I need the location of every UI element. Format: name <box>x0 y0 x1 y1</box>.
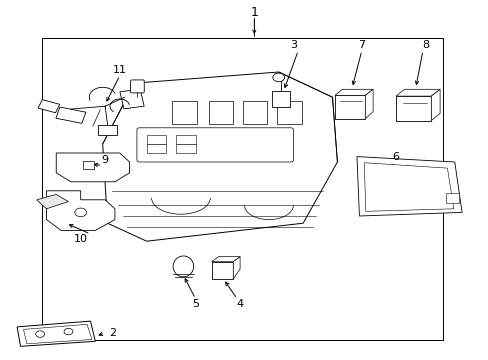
Text: 4: 4 <box>236 299 243 309</box>
Text: 10: 10 <box>74 234 87 244</box>
Bar <box>176 135 195 144</box>
Text: 3: 3 <box>289 40 296 50</box>
Polygon shape <box>102 72 337 241</box>
Text: 2: 2 <box>109 328 116 338</box>
Text: 9: 9 <box>102 155 108 165</box>
Polygon shape <box>356 157 461 216</box>
Bar <box>334 95 365 119</box>
Bar <box>146 144 166 153</box>
Polygon shape <box>56 107 86 123</box>
Polygon shape <box>430 89 439 121</box>
Circle shape <box>272 73 284 82</box>
Polygon shape <box>23 324 92 344</box>
Polygon shape <box>120 89 144 109</box>
Polygon shape <box>98 125 117 135</box>
Text: 5: 5 <box>192 299 199 309</box>
Polygon shape <box>38 100 60 113</box>
Bar <box>277 101 301 124</box>
Polygon shape <box>37 194 68 209</box>
Bar <box>83 161 94 169</box>
Polygon shape <box>334 89 372 95</box>
Bar <box>395 96 430 121</box>
Bar <box>146 135 166 144</box>
Ellipse shape <box>173 256 193 277</box>
Polygon shape <box>395 89 439 96</box>
Polygon shape <box>364 163 453 211</box>
Polygon shape <box>46 191 115 230</box>
Circle shape <box>64 328 73 335</box>
Polygon shape <box>365 89 372 119</box>
Bar <box>172 101 196 124</box>
Text: 8: 8 <box>421 40 428 50</box>
Polygon shape <box>271 91 290 107</box>
Bar <box>176 144 195 153</box>
Text: 6: 6 <box>392 152 399 162</box>
Text: 1: 1 <box>250 6 258 19</box>
Text: 7: 7 <box>358 40 365 50</box>
Text: 11: 11 <box>113 65 126 75</box>
Bar <box>446 193 458 203</box>
FancyBboxPatch shape <box>130 80 144 93</box>
Polygon shape <box>211 257 240 262</box>
Polygon shape <box>56 153 129 182</box>
Bar <box>243 101 267 124</box>
Bar <box>211 262 233 279</box>
Polygon shape <box>233 257 240 279</box>
Bar <box>41 38 442 340</box>
Circle shape <box>75 208 86 217</box>
Bar <box>208 101 233 124</box>
Polygon shape <box>17 321 95 346</box>
FancyBboxPatch shape <box>137 128 293 162</box>
Circle shape <box>36 331 44 337</box>
